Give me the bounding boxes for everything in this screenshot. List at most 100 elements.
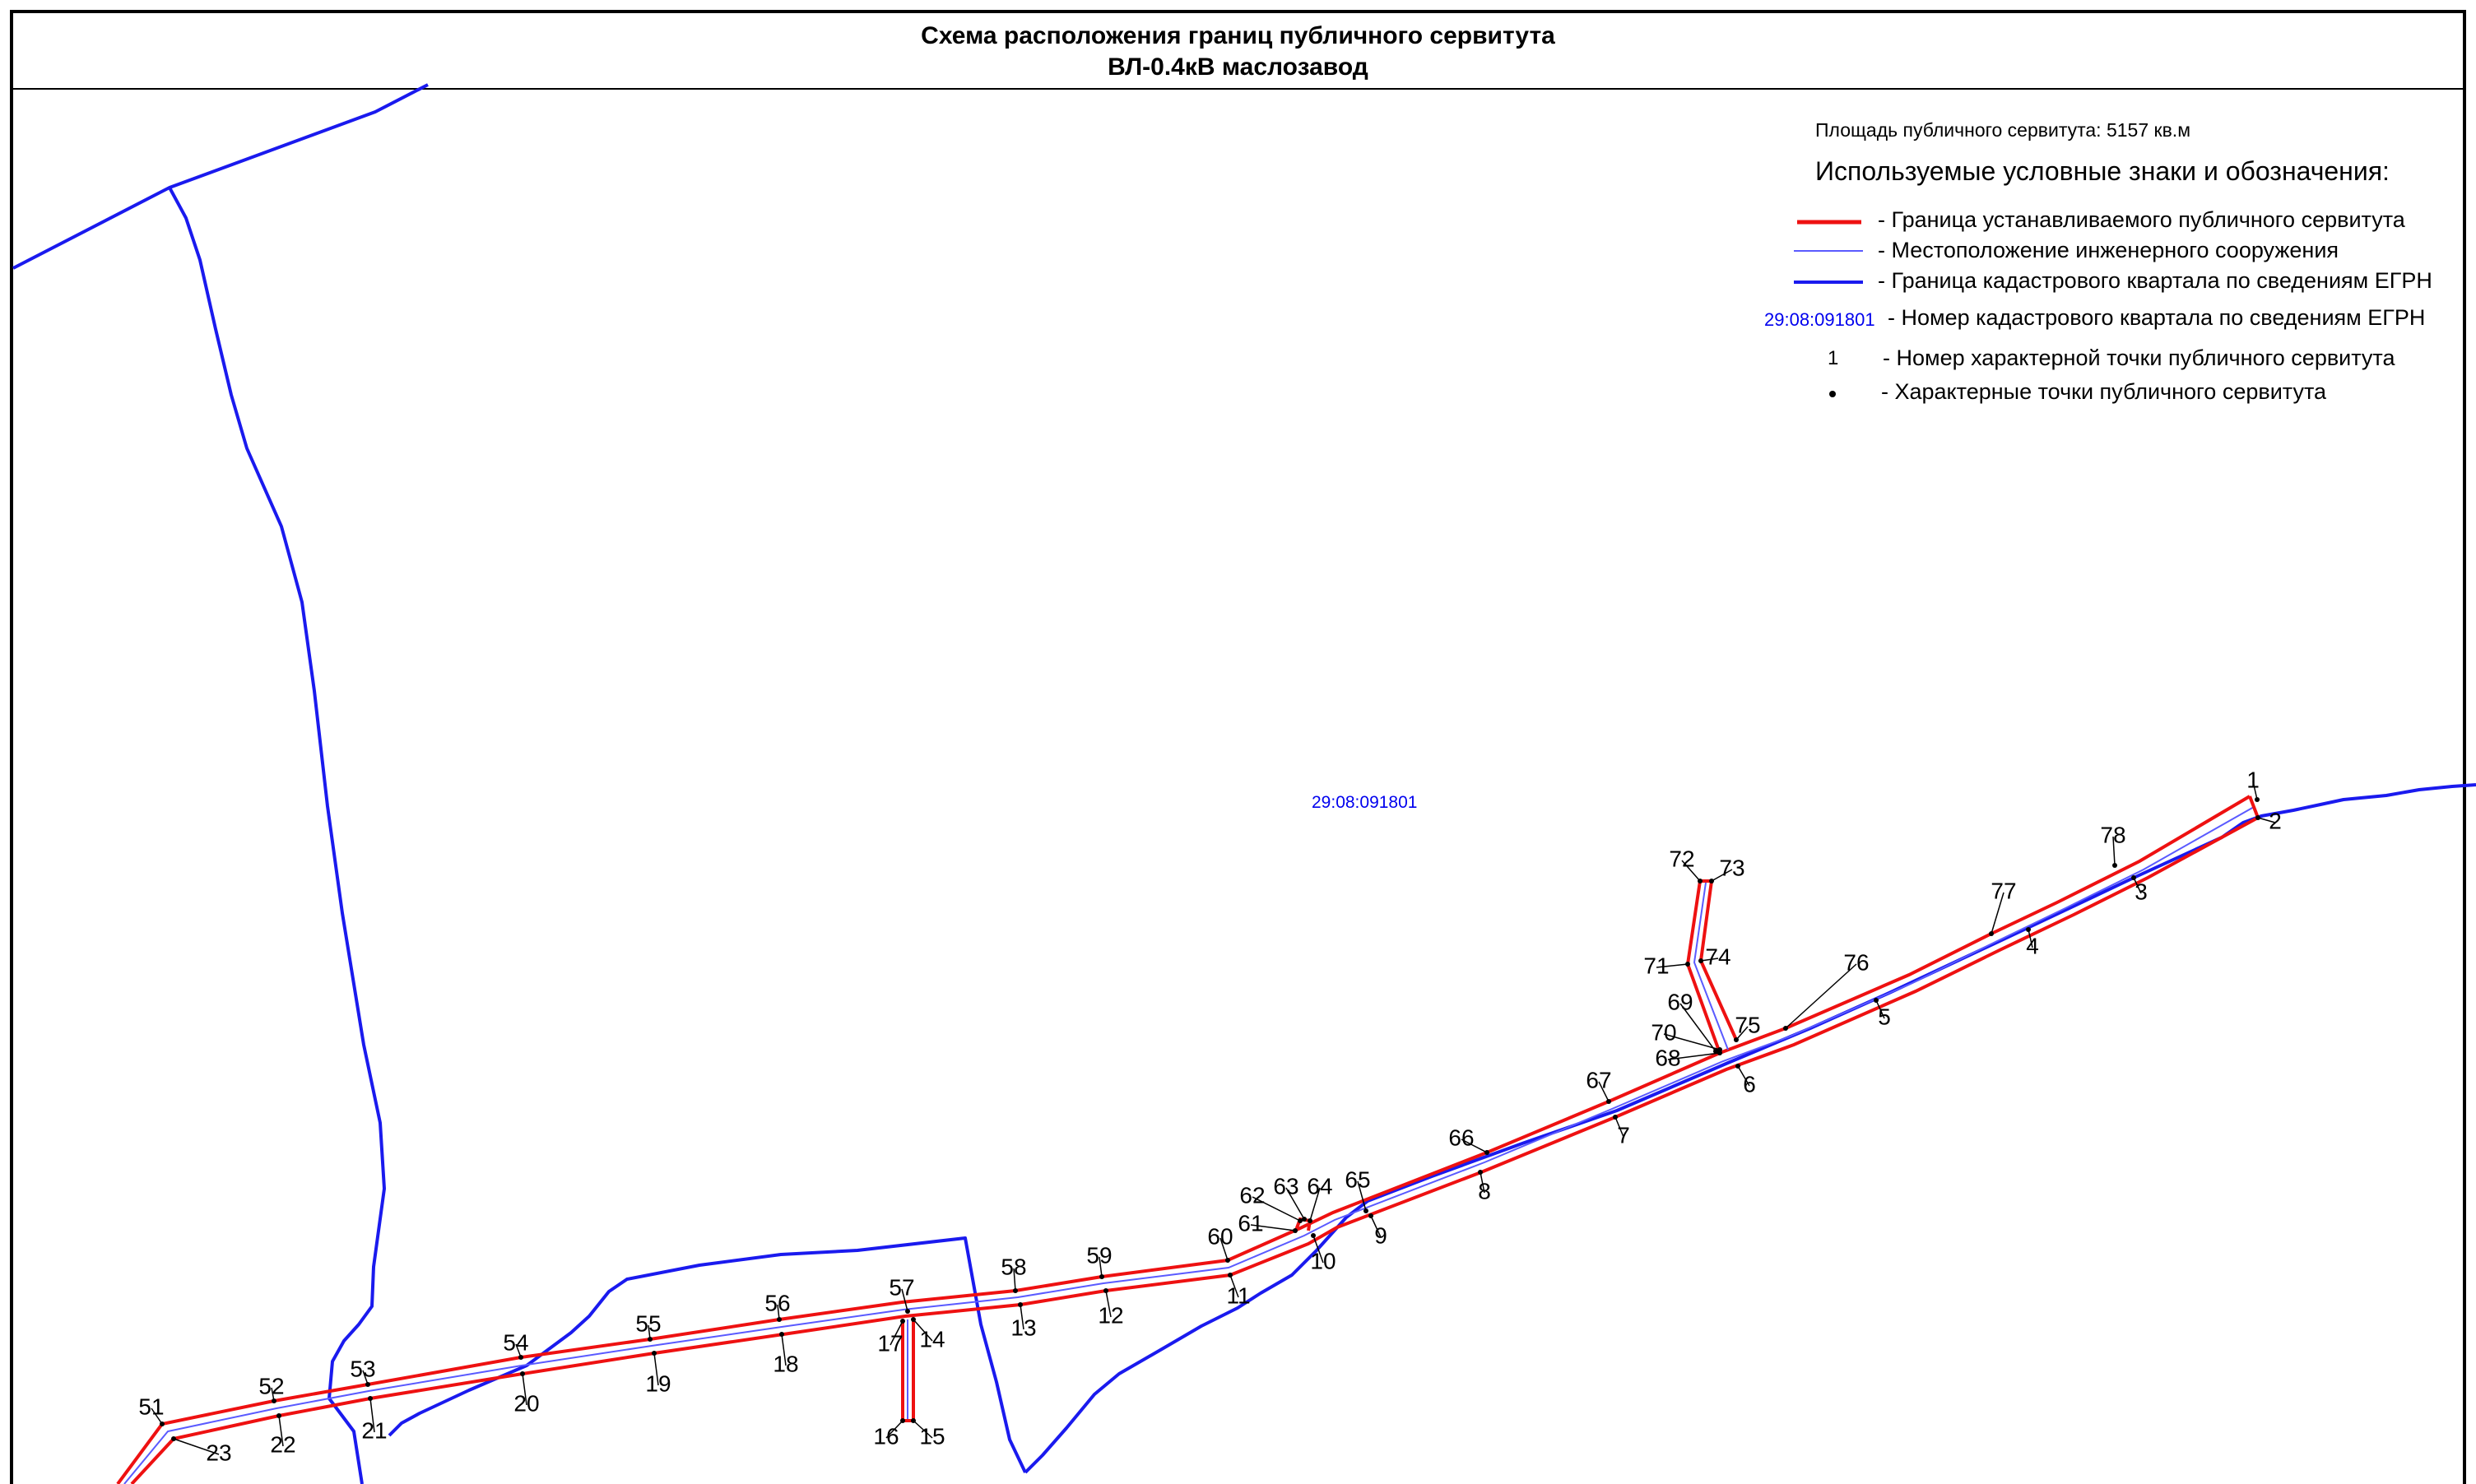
point-leader <box>1252 1196 1301 1222</box>
point-marker <box>777 1317 782 1322</box>
point-number-label: 56 <box>764 1290 790 1315</box>
legend-cadastral-number-label: - Номер кадастрового квартала по сведени… <box>1888 305 2426 330</box>
point-number-label: 3 <box>2135 879 2148 904</box>
point-18: 18 <box>773 1332 799 1376</box>
point-63: 63 <box>1273 1173 1307 1222</box>
point-65: 65 <box>1345 1166 1371 1213</box>
point-number-label: 15 <box>919 1423 945 1449</box>
point-marker <box>1874 998 1879 1003</box>
point-marker <box>365 1382 370 1387</box>
point-60: 60 <box>1207 1223 1233 1263</box>
legend-point-number-label: - Номер характерной точки публичного сер… <box>1883 345 2395 370</box>
point-number-label: 74 <box>1705 944 1730 969</box>
servitude-boundary-branch-57 <box>901 1318 915 1422</box>
point-leader <box>1105 1290 1112 1318</box>
point-number-label: 12 <box>1098 1302 1123 1328</box>
point-number-label: 63 <box>1273 1173 1298 1199</box>
point-74: 74 <box>1698 944 1731 969</box>
point-22: 22 <box>270 1413 296 1457</box>
point-marker <box>1698 958 1703 963</box>
point-marker <box>1989 931 1994 936</box>
point-number-label: 70 <box>1651 1019 1676 1045</box>
point-marker <box>1225 1258 1230 1263</box>
legend-points-label: - Характерные точки публичного сервитута <box>1881 379 2327 404</box>
point-number-label: 14 <box>919 1326 945 1352</box>
legend-point-dot <box>1829 391 1836 397</box>
point-marker <box>518 1355 523 1360</box>
point-73: 73 <box>1709 855 1745 883</box>
point-leader <box>1357 1180 1367 1212</box>
point-marker <box>1478 1170 1483 1175</box>
point-labels: 1234567891011121314151617181920212223515… <box>138 767 2281 1465</box>
point-leader <box>278 1415 284 1447</box>
point-14: 14 <box>911 1317 945 1352</box>
point-marker <box>1018 1302 1023 1307</box>
point-marker <box>779 1332 784 1337</box>
point-marker <box>1734 1037 1739 1042</box>
point-number-label: 21 <box>361 1417 387 1443</box>
point-71: 71 <box>1643 953 1690 978</box>
legend-point-number-sample: 1 <box>1828 347 1839 369</box>
engineering-structure-branch-72 <box>1693 882 1729 1050</box>
point-marker <box>171 1436 176 1441</box>
point-66: 66 <box>1448 1125 1489 1155</box>
point-number-label: 67 <box>1586 1067 1611 1092</box>
point-leader <box>777 1304 780 1320</box>
point-10: 10 <box>1310 1233 1336 1273</box>
point-leader <box>1679 1003 1716 1052</box>
point-70: 70 <box>1651 1019 1722 1052</box>
point-leader <box>369 1398 375 1433</box>
point-9: 9 <box>1368 1213 1387 1248</box>
point-marker <box>911 1317 916 1322</box>
point-67: 67 <box>1586 1067 1612 1104</box>
point-number-label: 68 <box>1655 1045 1680 1070</box>
point-marker <box>1709 879 1714 883</box>
legend-structure-label: - Местоположение инженерного сооружения <box>1878 238 2339 262</box>
point-20: 20 <box>513 1371 540 1416</box>
point-1: 1 <box>2246 767 2260 802</box>
point-15: 15 <box>911 1418 945 1449</box>
point-leader <box>1229 1274 1239 1298</box>
point-marker <box>1606 1099 1611 1104</box>
point-number-label: 9 <box>1374 1222 1387 1248</box>
point-marker <box>160 1421 165 1426</box>
point-number-label: 8 <box>1478 1178 1491 1203</box>
point-marker <box>900 1418 905 1423</box>
point-marker <box>1103 1288 1108 1293</box>
point-4: 4 <box>2026 927 2039 958</box>
point-leader <box>1656 963 1689 968</box>
point-marker <box>2255 797 2260 802</box>
point-marker <box>1713 1049 1718 1054</box>
servitude-boundary-branch-72 <box>1685 879 1738 1054</box>
point-leader <box>1285 1187 1305 1220</box>
point-59: 59 <box>1086 1242 1113 1279</box>
point-69: 69 <box>1667 989 1718 1054</box>
point-leader <box>1312 1235 1324 1264</box>
point-55: 55 <box>635 1310 662 1342</box>
point-number-label: 20 <box>513 1390 539 1416</box>
point-marker <box>1228 1273 1233 1278</box>
point-marker <box>900 1319 905 1324</box>
point-leader <box>2028 929 2033 948</box>
point-marker <box>368 1396 373 1401</box>
point-number-label: 17 <box>877 1330 903 1356</box>
point-leader <box>1461 1139 1488 1153</box>
point-leader <box>2133 877 2142 894</box>
point-leader <box>1700 958 1719 962</box>
point-leader <box>2252 781 2258 800</box>
point-number-label: 59 <box>1086 1242 1112 1268</box>
point-marker <box>2131 875 2136 880</box>
point-marker <box>272 1398 276 1403</box>
point-number-label: 62 <box>1239 1182 1265 1208</box>
point-marker <box>276 1413 281 1418</box>
point-leader <box>1785 963 1857 1029</box>
point-marker <box>911 1418 916 1423</box>
point-number-label: 78 <box>2100 822 2125 847</box>
point-marker <box>1685 962 1690 967</box>
point-leader <box>1614 1116 1624 1138</box>
point-marker <box>1783 1026 1788 1031</box>
cadastral-boundary-west <box>168 187 386 1484</box>
point-11: 11 <box>1226 1273 1251 1308</box>
point-marker <box>1363 1208 1368 1213</box>
